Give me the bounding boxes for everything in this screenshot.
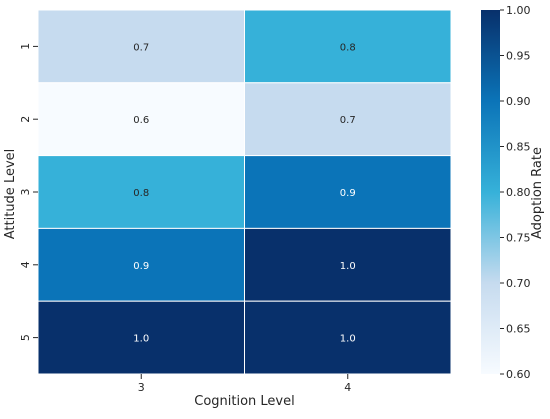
cell-label-r3-c1: 0.8	[133, 188, 149, 199]
colorbar-tick-label-0.85: 0.85	[506, 141, 531, 154]
colorbar-tick-label-0.75: 0.75	[506, 232, 531, 245]
cell-label-r1-c2: 0.8	[340, 42, 356, 53]
heatmap-cell-labels: 0.7 0.8 0.6 0.7 0.8 0.9 0.9 1.0 1.0 1.0	[133, 42, 355, 344]
y-axis: 1 2 3 4 5	[19, 43, 38, 341]
y-tick-label-3: 3	[19, 189, 32, 196]
heatmap-cell-r4-c2	[244, 227, 452, 302]
y-axis-label: Attitude Level	[3, 149, 18, 240]
y-tick-label-5: 5	[19, 334, 32, 341]
colorbar-tick-label-0.95: 0.95	[506, 50, 531, 63]
heatmap-cells	[37, 9, 452, 375]
cell-label-r3-c2: 0.9	[340, 188, 356, 199]
colorbar-tick-label-0.80: 0.80	[506, 186, 531, 199]
colorbar-tick-label-0.65: 0.65	[506, 323, 531, 336]
heatmap-cell-r1-c1	[37, 9, 245, 84]
colorbar-label: Adoption Rate	[530, 147, 545, 239]
heatmap-cell-r5-c2	[244, 300, 452, 375]
heatmap-cell-r2-c2	[244, 82, 452, 157]
y-tick-label-1: 1	[19, 43, 32, 50]
cell-label-r4-c1: 0.9	[133, 261, 149, 272]
cell-label-r2-c1: 0.6	[133, 115, 149, 126]
colorbar-tick-label-0.60: 0.60	[506, 368, 531, 381]
cell-label-r2-c2: 0.7	[340, 115, 356, 126]
x-tick-label-4: 4	[344, 381, 351, 394]
y-tick-label-4: 4	[19, 261, 32, 268]
colorbar-tick-label-0.90: 0.90	[506, 95, 531, 108]
heatmap-cell-r2-c1	[37, 82, 245, 157]
cell-label-r4-c2: 1.0	[340, 261, 356, 272]
cell-label-r1-c1: 0.7	[133, 42, 149, 53]
heatmap-cell-r3-c1	[37, 155, 245, 229]
y-tick-label-2: 2	[19, 116, 32, 123]
heatmap-cell-r3-c2	[244, 155, 452, 229]
colorbar-tick-label-0.70: 0.70	[506, 277, 531, 290]
cell-label-r5-c1: 1.0	[133, 334, 149, 345]
colorbar: 0.60 0.65 0.70 0.75 0.80 0.85 0.90 0.95 1.00	[481, 4, 531, 381]
colorbar-gradient	[481, 10, 500, 374]
colorbar-tick-label-1.00: 1.00	[506, 4, 531, 17]
heatmap-cell-r1-c2	[244, 9, 452, 84]
x-axis-label: Cognition Level	[194, 394, 294, 409]
cell-label-r5-c2: 1.0	[340, 334, 356, 345]
x-tick-label-3: 3	[138, 381, 145, 394]
